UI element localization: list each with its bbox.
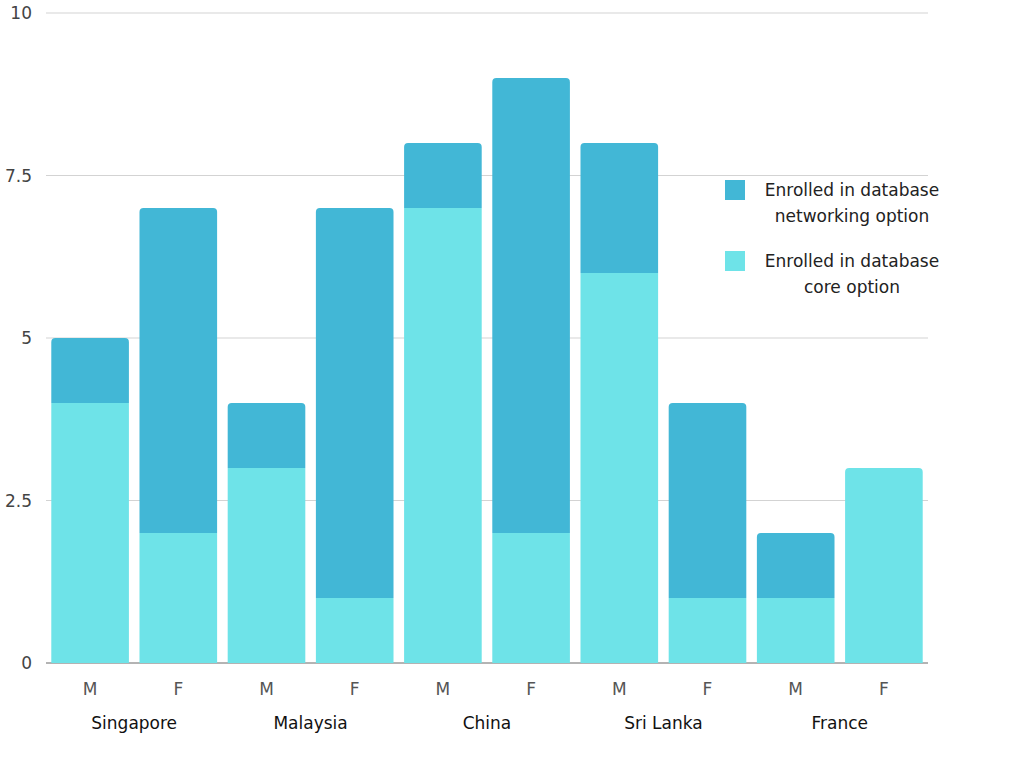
- bar-segment: [51, 338, 129, 403]
- bar-segment: [316, 208, 394, 598]
- group-label: China: [463, 713, 512, 733]
- x-tick-label: F: [526, 679, 536, 699]
- bar-segment: [228, 403, 306, 468]
- y-tick-label: 2.5: [5, 491, 32, 511]
- bar-segment: [492, 78, 570, 533]
- legend: Enrolled in databasenetworking optionEnr…: [725, 180, 939, 297]
- x-tick-label: F: [879, 679, 889, 699]
- y-tick-label: 5: [21, 328, 32, 348]
- bar-segment: [580, 273, 658, 663]
- group-label: Singapore: [91, 713, 177, 733]
- bar-segment: [404, 208, 482, 663]
- x-tick-label: F: [173, 679, 183, 699]
- group-label: Sri Lanka: [624, 713, 703, 733]
- y-tick-label: 0: [21, 653, 32, 673]
- y-tick-label: 10: [10, 3, 32, 23]
- legend-swatch: [725, 251, 745, 271]
- legend-label: Enrolled in database networking option: [765, 180, 939, 226]
- x-tick-label: M: [436, 679, 451, 699]
- y-tick-label: 7.5: [5, 166, 32, 186]
- bar-segment: [316, 598, 394, 663]
- legend-label: Enrolled in database core option: [765, 251, 939, 297]
- bar-segment: [580, 143, 658, 273]
- x-tick-label: F: [350, 679, 360, 699]
- legend-label-line: Enrolled in database: [765, 180, 939, 200]
- bar-segment: [757, 533, 835, 598]
- bar-segment: [845, 468, 923, 469]
- bar-segment: [404, 143, 482, 208]
- grid-line: [46, 13, 928, 14]
- grid: [46, 13, 928, 663]
- grid-line: [46, 175, 928, 176]
- bar-segment: [228, 468, 306, 663]
- bar-segment: [139, 208, 217, 533]
- legend-label-line: networking option: [775, 206, 930, 226]
- bars: [51, 78, 922, 663]
- bar-segment: [51, 403, 129, 663]
- group-label: Malaysia: [273, 713, 347, 733]
- bar-segment: [139, 533, 217, 663]
- bar-segment: [669, 403, 747, 598]
- chart: 0 2.5 5 7.5 10 M F M F M F M F M F Singapore Malaysia Chi…: [0, 0, 1024, 768]
- group-label: France: [812, 713, 869, 733]
- x-tick-label: F: [703, 679, 713, 699]
- x-tick-label: M: [612, 679, 627, 699]
- bar-segment: [492, 533, 570, 663]
- x-tick-label: M: [788, 679, 803, 699]
- legend-label-line: Enrolled in database: [765, 251, 939, 271]
- x-tick-label: M: [83, 679, 98, 699]
- bar-segment: [845, 468, 923, 663]
- x-tick-label: M: [259, 679, 274, 699]
- legend-swatch: [725, 180, 745, 200]
- bar-segment: [757, 598, 835, 663]
- legend-label-line: core option: [804, 277, 900, 297]
- bar-segment: [669, 598, 747, 663]
